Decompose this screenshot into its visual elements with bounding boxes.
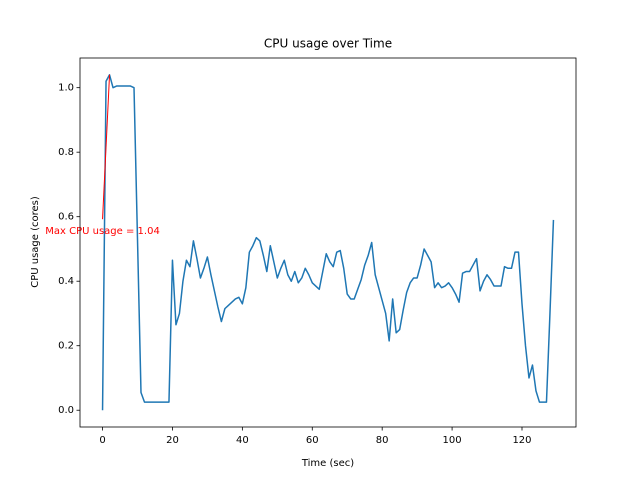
y-tick-label: 0.6: [58, 212, 74, 223]
y-tick-label: 0.0: [58, 405, 74, 416]
y-tick-label: 1.0: [58, 83, 74, 94]
line-series: [101, 74, 555, 411]
x-tick-label: 40: [236, 435, 249, 446]
y-tick-label: 0.2: [58, 341, 74, 352]
annotation-arrow: [102, 74, 111, 220]
x-tick-label: 80: [376, 435, 389, 446]
chart-title: CPU usage over Time: [264, 37, 392, 51]
y-tick-label: 0.8: [58, 147, 74, 158]
y-axis-label: CPU usage (cores): [30, 196, 41, 288]
y-tick-label: 0.4: [58, 276, 74, 287]
annotation-text: Max CPU usage = 1.04: [45, 226, 160, 237]
plot-frame: [79, 57, 577, 428]
x-tick-label: 100: [443, 435, 462, 446]
x-tick-label: 0: [99, 435, 105, 446]
x-tick-label: 20: [166, 435, 179, 446]
x-tick-label: 120: [512, 435, 531, 446]
x-axis-label: Time (sec): [301, 458, 354, 469]
x-tick-label: 60: [306, 435, 319, 446]
